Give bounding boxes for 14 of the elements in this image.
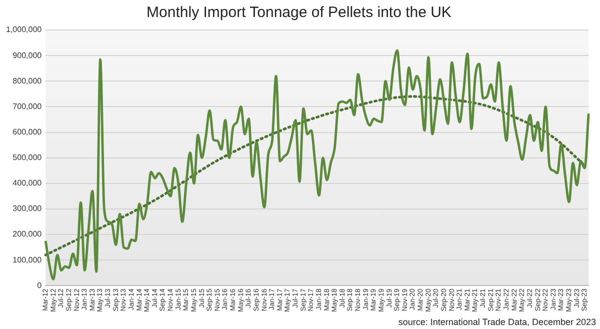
y-tick-label: 0 xyxy=(37,280,42,290)
y-tick-label: 1,000,000 xyxy=(6,25,42,34)
y-tick-label: 200,000 xyxy=(12,230,42,239)
y-tick-label: 400,000 xyxy=(12,178,42,188)
y-tick-label: 500,000 xyxy=(12,153,42,162)
y-tick-label: 100,000 xyxy=(12,255,42,264)
line-series xyxy=(44,49,590,280)
source-note: source: International Trade Data, December 2023 xyxy=(398,316,596,327)
y-tick-label: 700,000 xyxy=(12,102,42,111)
y-tick-label: 900,000 xyxy=(12,50,42,60)
y-tick-label: 800,000 xyxy=(12,76,42,86)
chart-title: Monthly Import Tonnage of Pellets into the UK xyxy=(146,4,452,22)
y-tick-label: 300,000 xyxy=(12,204,42,214)
y-tick-label: 600,000 xyxy=(12,127,42,136)
